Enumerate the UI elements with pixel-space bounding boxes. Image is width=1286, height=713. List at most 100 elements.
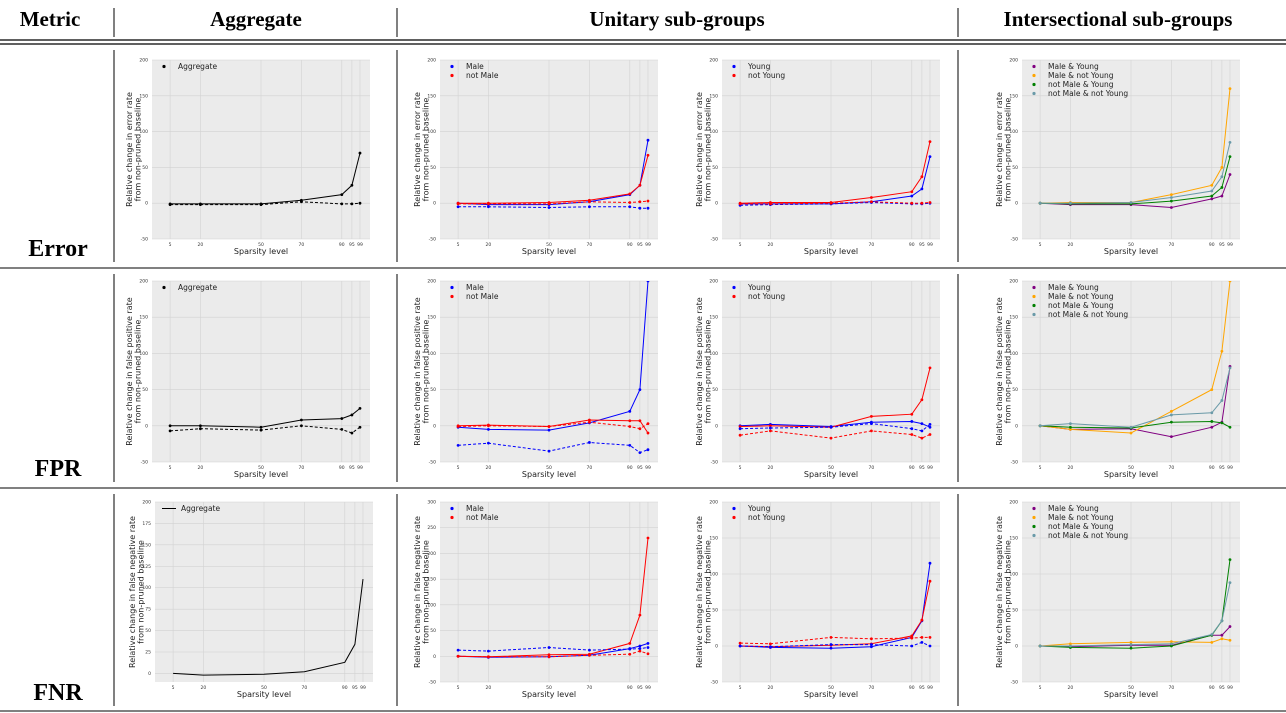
x-tick-label: 90 bbox=[339, 242, 345, 248]
data-point bbox=[928, 201, 932, 204]
data-point bbox=[1210, 633, 1214, 636]
legend-label: Aggregate bbox=[178, 62, 217, 71]
x-axis-label: Sparsity level bbox=[1104, 247, 1158, 256]
y-tick-label: 0 bbox=[145, 201, 148, 207]
data-point bbox=[1228, 140, 1232, 144]
legend-label: not Male & not Young bbox=[1048, 531, 1128, 540]
y-tick-label: 50 bbox=[1012, 608, 1018, 614]
header-unitary: Unitary sub-groups bbox=[589, 7, 764, 31]
legend-label: not Male & not Young bbox=[1048, 89, 1128, 98]
data-point bbox=[928, 579, 932, 583]
chart-fnr-intersectional: -50 0 50 100 150 200 5 20 50 70 90 95 99 Sparsity lev… bbox=[995, 500, 1240, 699]
data-point bbox=[920, 618, 924, 622]
y-tick-label: 50 bbox=[430, 628, 436, 634]
data-point bbox=[487, 202, 490, 206]
x-axis-label: Sparsity level bbox=[804, 470, 858, 479]
data-point bbox=[1038, 424, 1042, 428]
data-point bbox=[638, 647, 642, 650]
x-tick-label: 20 bbox=[768, 685, 774, 691]
data-point bbox=[928, 155, 932, 159]
data-point bbox=[1038, 201, 1042, 205]
header-metric: Metric bbox=[20, 7, 81, 31]
data-point bbox=[646, 642, 650, 645]
data-point bbox=[928, 425, 932, 429]
data-point bbox=[829, 436, 833, 440]
x-tick-label: 20 bbox=[768, 465, 774, 471]
y-tick-label: 200 bbox=[427, 551, 436, 557]
data-point bbox=[1210, 425, 1214, 429]
data-point bbox=[1129, 641, 1133, 644]
x-tick-label: 90 bbox=[909, 685, 915, 691]
data-point bbox=[628, 652, 632, 656]
header-aggregate: Aggregate bbox=[210, 7, 302, 31]
data-point bbox=[300, 424, 303, 428]
data-point bbox=[910, 636, 914, 640]
y-tick-label: 150 bbox=[139, 93, 148, 99]
data-point bbox=[1170, 640, 1173, 644]
x-axis-label: Sparsity level bbox=[1104, 470, 1158, 479]
x-tick-label: 50 bbox=[1128, 685, 1134, 691]
data-point bbox=[1210, 641, 1214, 644]
chart-error-intersectional: -50 0 50 100 150 200 5 20 50 70 90 95 99 Sparsity lev… bbox=[995, 58, 1240, 256]
data-point bbox=[168, 203, 172, 207]
data-point bbox=[1069, 428, 1072, 431]
data-point bbox=[928, 433, 932, 436]
y-tick-label: 75 bbox=[145, 607, 151, 613]
y-tick-label: -50 bbox=[1011, 237, 1018, 243]
legend-label: not Male bbox=[466, 513, 499, 522]
data-point bbox=[547, 646, 551, 649]
x-tick-label: 50 bbox=[828, 242, 834, 248]
data-point bbox=[487, 205, 490, 209]
series-line-aggregate bbox=[173, 579, 364, 676]
x-tick-label: 5 bbox=[1039, 685, 1042, 691]
y-tick-label: -50 bbox=[141, 237, 148, 243]
y-axis-label: from non-pruned baseline bbox=[704, 98, 713, 202]
chart-error-young: -50 0 50 100 150 200 5 20 50 70 90 95 99 Sparsity lev… bbox=[695, 58, 940, 256]
data-point bbox=[928, 635, 932, 639]
data-point bbox=[1069, 644, 1072, 648]
y-tick-label: 100 bbox=[427, 351, 436, 357]
legend-marker bbox=[1032, 515, 1036, 520]
data-point bbox=[1228, 581, 1232, 585]
y-tick-label: 0 bbox=[145, 423, 148, 429]
y-tick-label: 150 bbox=[427, 577, 436, 583]
x-tick-label: 20 bbox=[486, 242, 492, 248]
x-tick-label: 95 bbox=[349, 242, 355, 248]
y-tick-label: 200 bbox=[139, 279, 148, 285]
data-point bbox=[638, 183, 642, 187]
data-point bbox=[350, 183, 354, 187]
x-tick-label: 5 bbox=[457, 685, 460, 691]
y-axis-label: Relative change in false positive rate bbox=[695, 297, 704, 445]
y-axis-label: from non-pruned baseline bbox=[422, 540, 431, 644]
legend-label: Young bbox=[747, 283, 771, 292]
y-tick-label: 0 bbox=[715, 644, 718, 650]
data-point bbox=[870, 196, 873, 199]
x-tick-label: 50 bbox=[546, 685, 552, 691]
data-point bbox=[910, 201, 914, 205]
data-point bbox=[910, 190, 914, 194]
data-point bbox=[1210, 189, 1214, 193]
x-axis-label: Sparsity level bbox=[522, 247, 576, 256]
series-group bbox=[456, 536, 650, 659]
x-axis-label: Sparsity level bbox=[522, 470, 576, 479]
chart-fnr-male: -50 0 50 100 150 200 250 300 5 20 50 70 90 95 99 Sparsi… bbox=[413, 500, 658, 699]
legend-label: not Male & Young bbox=[1048, 522, 1114, 531]
data-point bbox=[928, 422, 932, 426]
x-tick-label: 50 bbox=[1128, 242, 1134, 248]
legend-label: Male & Young bbox=[1048, 504, 1099, 513]
x-tick-label: 70 bbox=[869, 685, 875, 691]
x-tick-label: 90 bbox=[627, 465, 633, 471]
y-axis-label: from non-pruned baseline bbox=[1004, 320, 1013, 424]
y-tick-label: 125 bbox=[142, 564, 151, 570]
x-tick-label: 95 bbox=[919, 465, 925, 471]
data-point bbox=[547, 202, 551, 206]
legend-marker bbox=[162, 64, 166, 69]
legend-marker bbox=[1032, 82, 1036, 87]
y-tick-label: 100 bbox=[709, 129, 718, 135]
y-tick-label: -50 bbox=[711, 237, 718, 243]
data-point bbox=[870, 200, 873, 204]
data-point bbox=[350, 413, 354, 417]
x-tick-label: 99 bbox=[360, 685, 366, 691]
data-point bbox=[910, 644, 914, 648]
data-point bbox=[628, 192, 632, 196]
